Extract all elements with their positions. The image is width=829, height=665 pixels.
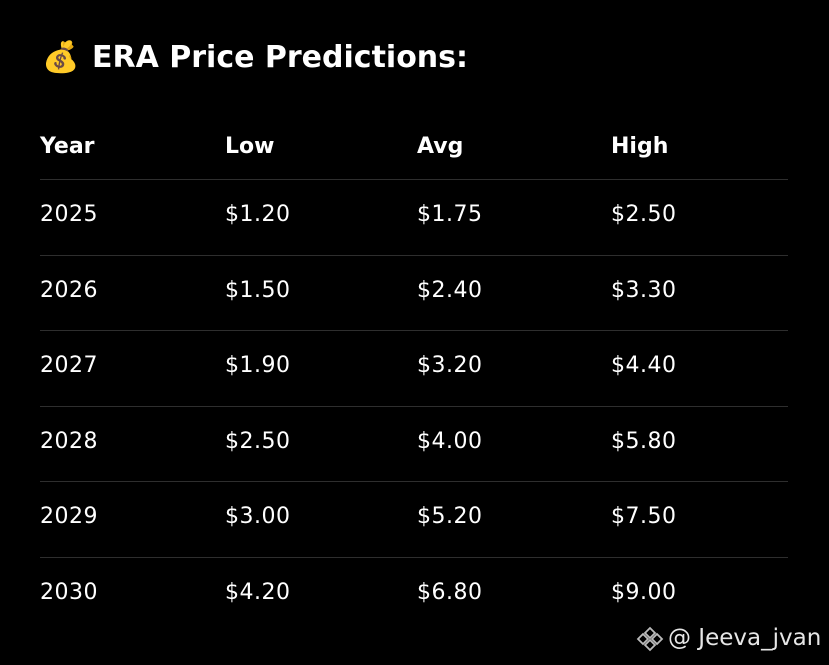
price-cell: $7.50: [611, 504, 677, 529]
price-cell: $3.30: [611, 278, 677, 303]
row-divider: [40, 255, 788, 256]
price-cell: $5.80: [611, 429, 677, 454]
watermark: @ Jeeva_jvan: [668, 625, 822, 651]
column-header: Low: [225, 134, 275, 159]
price-cell: $1.20: [225, 202, 291, 227]
row-divider: [40, 406, 788, 407]
price-cell: $3.20: [417, 353, 483, 378]
year-cell: 2026: [40, 278, 98, 303]
column-header: Avg: [417, 134, 464, 159]
year-cell: 2025: [40, 202, 98, 227]
price-cell: $1.90: [225, 353, 291, 378]
watermark-logo: [636, 626, 664, 652]
price-cell: $2.50: [611, 202, 677, 227]
price-cell: $2.40: [417, 278, 483, 303]
row-divider: [40, 179, 788, 180]
row-divider: [40, 557, 788, 558]
column-header: High: [611, 134, 669, 159]
price-cell: $1.50: [225, 278, 291, 303]
title: ERA Price Predictions:: [92, 40, 469, 75]
price-cell: $4.40: [611, 353, 677, 378]
price-cell: $3.00: [225, 504, 291, 529]
column-header: Year: [40, 134, 95, 159]
year-cell: 2028: [40, 429, 98, 454]
price-cell: $1.75: [417, 202, 483, 227]
row-divider: [40, 481, 788, 482]
title-icon: 💰: [42, 40, 80, 75]
price-cell: $4.00: [417, 429, 483, 454]
price-cell: $9.00: [611, 580, 677, 605]
row-divider: [40, 330, 788, 331]
price-cell: $6.80: [417, 580, 483, 605]
year-cell: 2029: [40, 504, 98, 529]
year-cell: 2030: [40, 580, 98, 605]
price-cell: $2.50: [225, 429, 291, 454]
year-cell: 2027: [40, 353, 98, 378]
price-cell: $5.20: [417, 504, 483, 529]
price-cell: $4.20: [225, 580, 291, 605]
